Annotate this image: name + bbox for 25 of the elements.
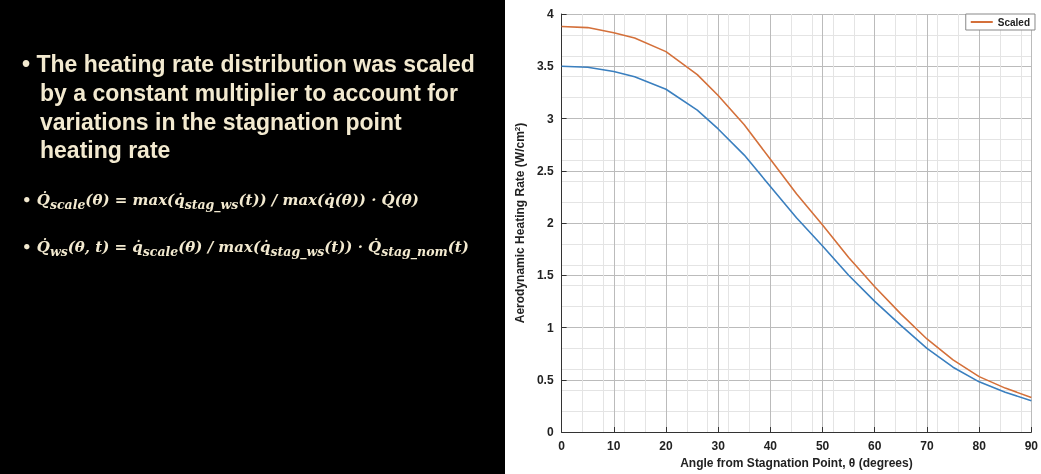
y-tick-label: 1 [546, 320, 554, 335]
x-tick-label: 90 [1024, 439, 1039, 453]
x-tick-label: 60 [868, 439, 882, 453]
legend-label: Scaled [997, 16, 1031, 28]
x-tick-label: 50 [815, 439, 830, 453]
text: • The heating rate distribution was scaled by a constant multiplier to account for variations in the stagnation point heating rate [22, 50, 476, 165]
y-tick-label: 3.5 [536, 59, 554, 74]
y-tick-label: 2 [546, 216, 554, 230]
text: • Q̇$_{scale}$(θ) = max(q̇$_{stag_ws}$(t)) / max(q̇(θ)) · Q̇(θ) [22, 191, 420, 212]
y-tick-label: 0.5 [536, 372, 554, 387]
y-axis-title: Aerodynamic Heating Rate (W/cm2) [512, 122, 527, 324]
x-tick-label: 40 [763, 439, 778, 453]
x-tick-label: 80 [972, 439, 987, 453]
y-tick-label: 2.5 [536, 163, 554, 178]
y-tick-label: 1.5 [536, 268, 554, 283]
text: • Q̇$_{ws}$(θ, t) = q̇$_{scale}$(θ) / max(q̇$_{stag_ws}$(t)) · Q̇$_{stag_nom}$(t) [22, 238, 469, 259]
x-tick-label: 20 [659, 439, 673, 453]
y-tick-label: 0 [546, 425, 554, 439]
x-tick-label: 30 [711, 439, 726, 453]
y-tick-label: 4 [546, 7, 554, 21]
x-tick-label: 10 [607, 439, 621, 453]
x-tick-label: 0 [558, 439, 566, 453]
x-tick-label: 70 [920, 439, 934, 453]
x-axis-title: Angle from Stagnation Point, θ (degrees) [680, 455, 913, 470]
y-tick-label: 3 [546, 111, 554, 126]
